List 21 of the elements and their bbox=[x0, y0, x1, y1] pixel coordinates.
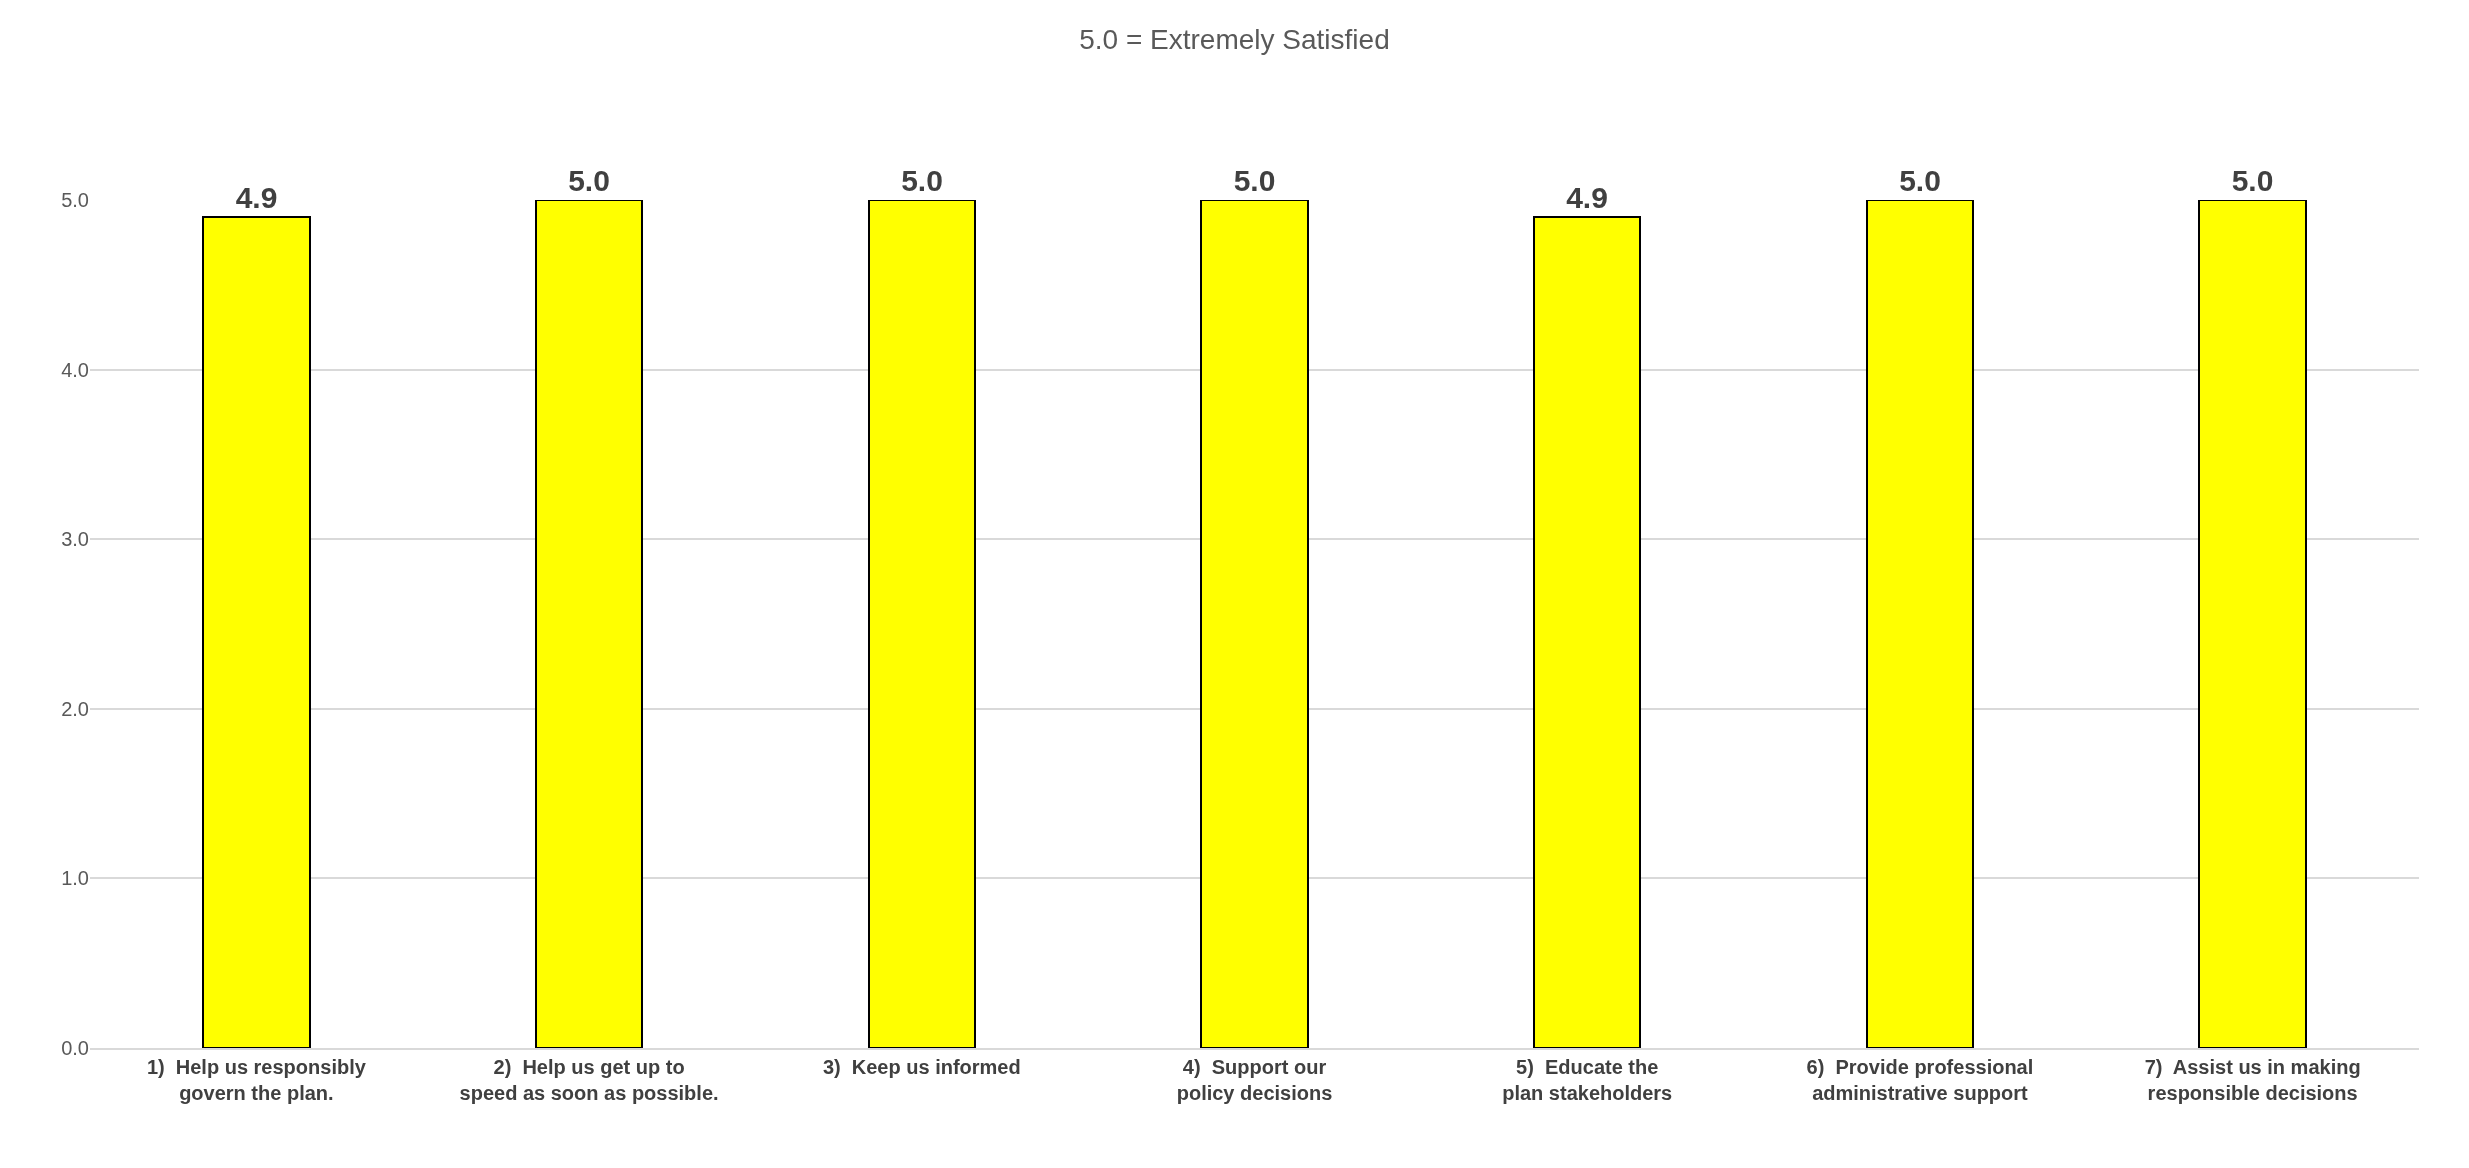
x-tick-label: 4) Support our policy decisions bbox=[1176, 1056, 1333, 1104]
x-tick-label: 2) Help us get up to speed as soon as possible. bbox=[459, 1056, 719, 1104]
data-label: 5.0 bbox=[901, 164, 943, 197]
y-tick-label: 2.0 bbox=[61, 697, 89, 720]
x-tick-label: 3) Keep us informed bbox=[822, 1056, 1021, 1078]
data-label: 5.0 bbox=[568, 164, 610, 197]
data-label: 4.9 bbox=[235, 181, 278, 214]
y-tick-label: 0.0 bbox=[61, 1037, 89, 1059]
data-label: 5.0 bbox=[1233, 164, 1276, 197]
x-tick-label: 6) Provide professional administrative support bbox=[1806, 1056, 2034, 1104]
y-tick-label: 1.0 bbox=[61, 867, 89, 890]
y-tick-label: 5.0 bbox=[61, 189, 89, 211]
x-tick-label: 7) Assist us in making responsible decisions bbox=[2144, 1056, 2361, 1104]
x-tick-label: 1) Help us responsibly govern the plan. bbox=[146, 1056, 367, 1104]
y-tick-label: 4.0 bbox=[61, 358, 89, 381]
data-label: 5.0 bbox=[1899, 164, 1941, 197]
chart-title: 5.0 = Extremely Satisfied bbox=[1079, 23, 1390, 55]
x-tick-label: 5) Educate the plan stakeholders bbox=[1502, 1056, 1673, 1104]
y-tick-label: 3.0 bbox=[61, 528, 89, 551]
data-label: 4.9 bbox=[1566, 181, 1608, 214]
data-label: 5.0 bbox=[2231, 164, 2274, 197]
